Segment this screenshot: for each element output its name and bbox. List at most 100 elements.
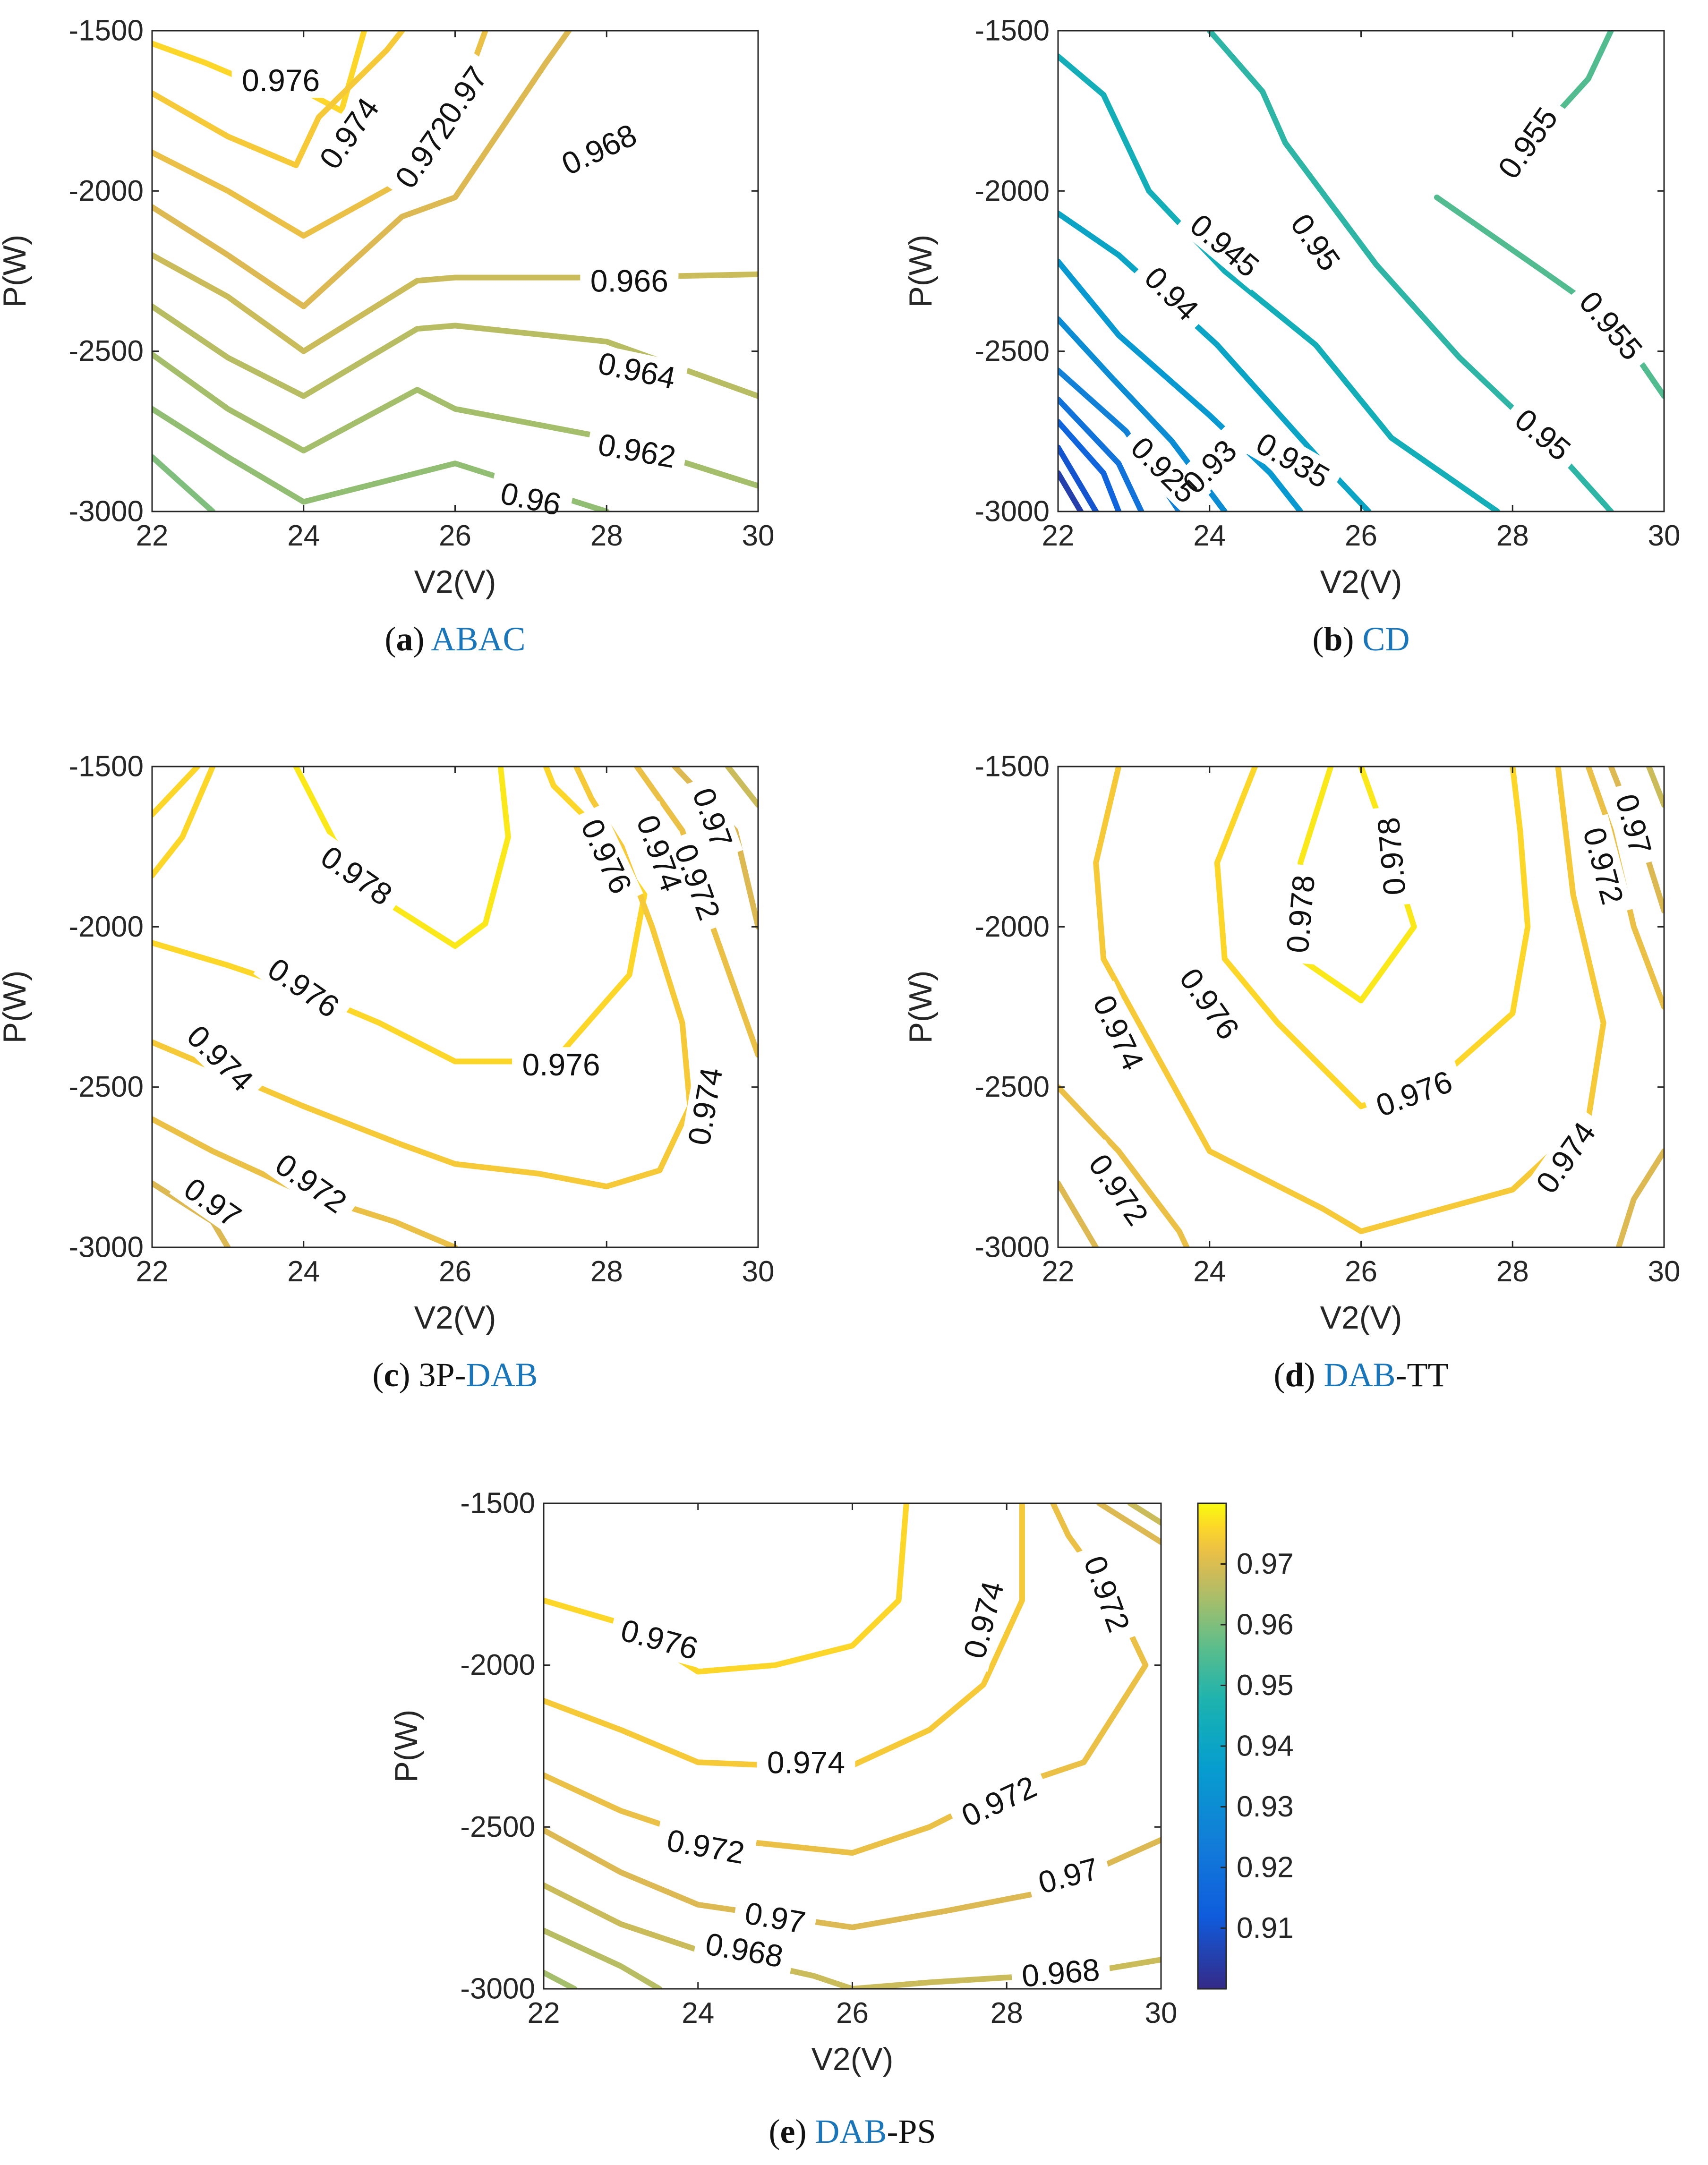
panel-a-xtick-label: 28 — [590, 520, 623, 552]
panel-b-contour-line — [1434, 194, 1664, 399]
panel-b-contour-line — [1058, 210, 1372, 511]
panel-e-contour-line — [544, 1927, 663, 1989]
panel-c-contour-line — [152, 767, 216, 878]
caption-link[interactable]: DAB — [815, 2113, 887, 2150]
panel-c-xlabel: V2(V) — [414, 1300, 496, 1336]
panel-e-ytick-label: -2000 — [460, 1649, 535, 1681]
colorbar-tick-label: 0.95 — [1237, 1669, 1294, 1702]
colorbar-tick-label: 0.92 — [1237, 1851, 1294, 1884]
caption-tag-close: ) — [795, 2113, 815, 2150]
panel-d-ytick-label: -1500 — [974, 750, 1050, 783]
caption-tag-close: ) — [413, 620, 431, 658]
colorbar-tick-label: 0.94 — [1237, 1730, 1294, 1763]
panel-b-contour-line — [1058, 419, 1122, 511]
panel-d-ylabel: P(W) — [903, 971, 939, 1044]
panel-e-contour-line — [1127, 1503, 1161, 1526]
caption-link[interactable]: DAB — [1324, 1356, 1396, 1394]
panel-a-xtick-label: 30 — [742, 520, 775, 552]
panel-d-xlabel: V2(V) — [1320, 1300, 1402, 1336]
panel-e-ytick-label: -3000 — [460, 1973, 535, 2005]
panel-e-contour-line — [544, 1503, 1025, 1769]
panel-e-contour-line — [544, 1827, 1161, 1930]
caption-tag-close: ) — [399, 1356, 418, 1394]
panel-d-ytick-label: -3000 — [974, 1231, 1050, 1264]
caption-tag-letter: a — [396, 620, 413, 658]
panel-c-ylabel: P(W) — [0, 971, 33, 1044]
panel-b-ytick-label: -2500 — [974, 335, 1050, 367]
panel-a-contour-line — [152, 406, 610, 511]
panel-a-xtick-label: 26 — [439, 520, 471, 552]
panel-a-caption: (a) ABAC — [384, 620, 525, 658]
panel-e-xtick-label: 26 — [836, 1997, 869, 2029]
panel-d-contour-line — [1058, 1084, 1190, 1247]
caption-link[interactable]: DAB — [466, 1356, 538, 1394]
panel-a-contours — [152, 31, 758, 511]
panel-c-xtick-label: 22 — [136, 1255, 169, 1288]
panel-c-contour-line — [152, 767, 693, 1190]
caption-suffix: -TT — [1396, 1356, 1449, 1394]
panel-a-ytick-label: -1500 — [68, 15, 144, 47]
panel-b-ytick-label: -3000 — [974, 495, 1050, 528]
panel-a-xtick-label: 22 — [136, 520, 169, 552]
panel-b-xtick-label: 22 — [1042, 520, 1075, 552]
panel-d-xtick-label: 28 — [1496, 1255, 1529, 1288]
panel-e-contour-line — [544, 1503, 909, 1675]
caption-tag-open: ( — [384, 620, 396, 658]
caption-prefix: 3P- — [418, 1356, 466, 1394]
panel-d-contour-line — [1646, 767, 1664, 808]
panel-a-contour-label: 0.976 — [242, 63, 320, 98]
panel-a-contour-line — [152, 454, 216, 511]
caption-tag-letter: d — [1285, 1356, 1304, 1394]
panel-e-caption: (e) DAB-PS — [769, 2113, 936, 2150]
panel-c-caption: (c) 3P-DAB — [373, 1356, 538, 1394]
colorbar-tick-label: 0.91 — [1237, 1912, 1294, 1944]
panel-b-contour-line — [1058, 258, 1304, 511]
panel-c-contour-line — [152, 767, 201, 818]
caption-link[interactable]: ABAC — [431, 620, 525, 658]
caption-tag-close: ) — [1343, 620, 1363, 658]
panel-c-contour-line — [152, 1116, 458, 1247]
panel-c-xtick-label: 30 — [742, 1255, 775, 1288]
panel-b-contour-line — [1206, 31, 1614, 511]
panel-b-xtick-label: 28 — [1496, 520, 1529, 552]
panel-e-contour-label: 0.968 — [1020, 1952, 1101, 1994]
colorbar-tick-label: 0.93 — [1237, 1790, 1294, 1823]
caption-tag-letter: b — [1324, 620, 1342, 658]
panel-e-contour-line — [544, 1503, 1149, 1856]
colorbar-tick-label: 0.97 — [1237, 1548, 1294, 1580]
panel-e-contours — [544, 1503, 1161, 1989]
panel-e-xtick-label: 22 — [528, 1997, 560, 2029]
panel-e-contour-label: 0.974 — [767, 1745, 845, 1780]
panel-e-xtick-label: 30 — [1145, 1997, 1178, 2029]
panel-d-contour-line — [1058, 1180, 1099, 1247]
panel-a-xtick-label: 24 — [287, 520, 320, 552]
panel-a-ytick-label: -2500 — [68, 335, 144, 367]
panel-d-contour-label: 0.978 — [1371, 816, 1412, 897]
panel-e-xtick-label: 28 — [991, 1997, 1023, 2029]
panel-d-contours — [1058, 767, 1664, 1247]
panel-b-xtick-label: 24 — [1193, 520, 1226, 552]
panel-c-ytick-label: -1500 — [68, 750, 144, 783]
panel-a-contour-line — [152, 31, 572, 309]
panel-e-xtick-label: 24 — [682, 1997, 714, 2029]
panel-e-xlabel: V2(V) — [811, 2041, 894, 2077]
panel-d-contour-line — [1608, 767, 1664, 914]
panel-d-xtick-label: 24 — [1193, 1255, 1226, 1288]
panel-d-contour-line — [1214, 767, 1531, 1109]
panel-c-contour-line — [672, 767, 758, 930]
panel-b-contour-line — [1058, 367, 1182, 511]
panel-e-contour-line — [544, 1882, 1161, 1989]
panel-e-ytick-label: -1500 — [460, 1487, 535, 1520]
panel-b-contour-line — [1058, 316, 1228, 511]
panel-b-ytick-label: -2000 — [974, 175, 1050, 207]
caption-link[interactable]: CD — [1362, 620, 1409, 658]
colorbar: 0.91 0.92 0.93 0.94 0.95 0.96 0.97 — [1197, 1502, 1294, 1990]
panel-a-ytick-label: -2000 — [68, 175, 144, 207]
panel-d-caption: (d) DAB-TT — [1274, 1356, 1449, 1394]
caption-suffix: -PS — [887, 2113, 936, 2150]
panel-d-contour-line — [1093, 767, 1606, 1235]
panel-d-xtick-label: 26 — [1345, 1255, 1377, 1288]
panel-c-contour-line — [634, 767, 758, 1058]
panel-c-contour-label: 0.976 — [522, 1047, 600, 1082]
